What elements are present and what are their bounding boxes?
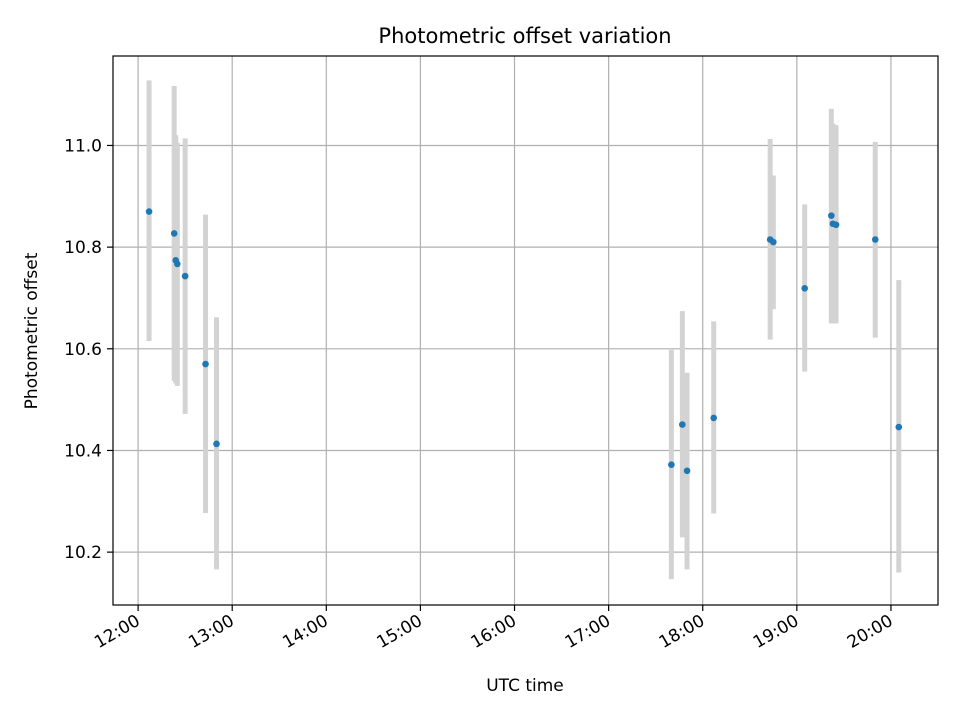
- data-point: [145, 208, 153, 215]
- y-tick-label: 10.4: [64, 441, 102, 461]
- y-tick-label: 11.0: [64, 136, 102, 156]
- y-tick-label: 10.8: [64, 238, 102, 258]
- data-point: [828, 212, 835, 219]
- data-point: [801, 285, 808, 292]
- plot-frame: [112, 55, 939, 606]
- data-point: [202, 360, 209, 368]
- grid-lines: [113, 56, 938, 605]
- data-point: [832, 221, 840, 229]
- data-point: [213, 440, 220, 448]
- y-axis-label: Photometric offset: [22, 252, 42, 409]
- data-point: [770, 238, 777, 246]
- data-point: [710, 414, 718, 422]
- y-tick-label: 10.6: [64, 340, 102, 360]
- data-point: [181, 272, 189, 280]
- chart-title: Photometric offset variation: [378, 24, 671, 48]
- data-point: [174, 260, 181, 268]
- data-points: [145, 208, 903, 475]
- data-point: [170, 230, 178, 237]
- x-axis-label: UTC time: [486, 676, 564, 696]
- data-point: [668, 461, 675, 469]
- data-point: [683, 467, 691, 475]
- data-point: [679, 421, 686, 428]
- y-tick-label: 10.2: [64, 543, 102, 563]
- data-point: [895, 423, 903, 431]
- data-point: [871, 236, 879, 243]
